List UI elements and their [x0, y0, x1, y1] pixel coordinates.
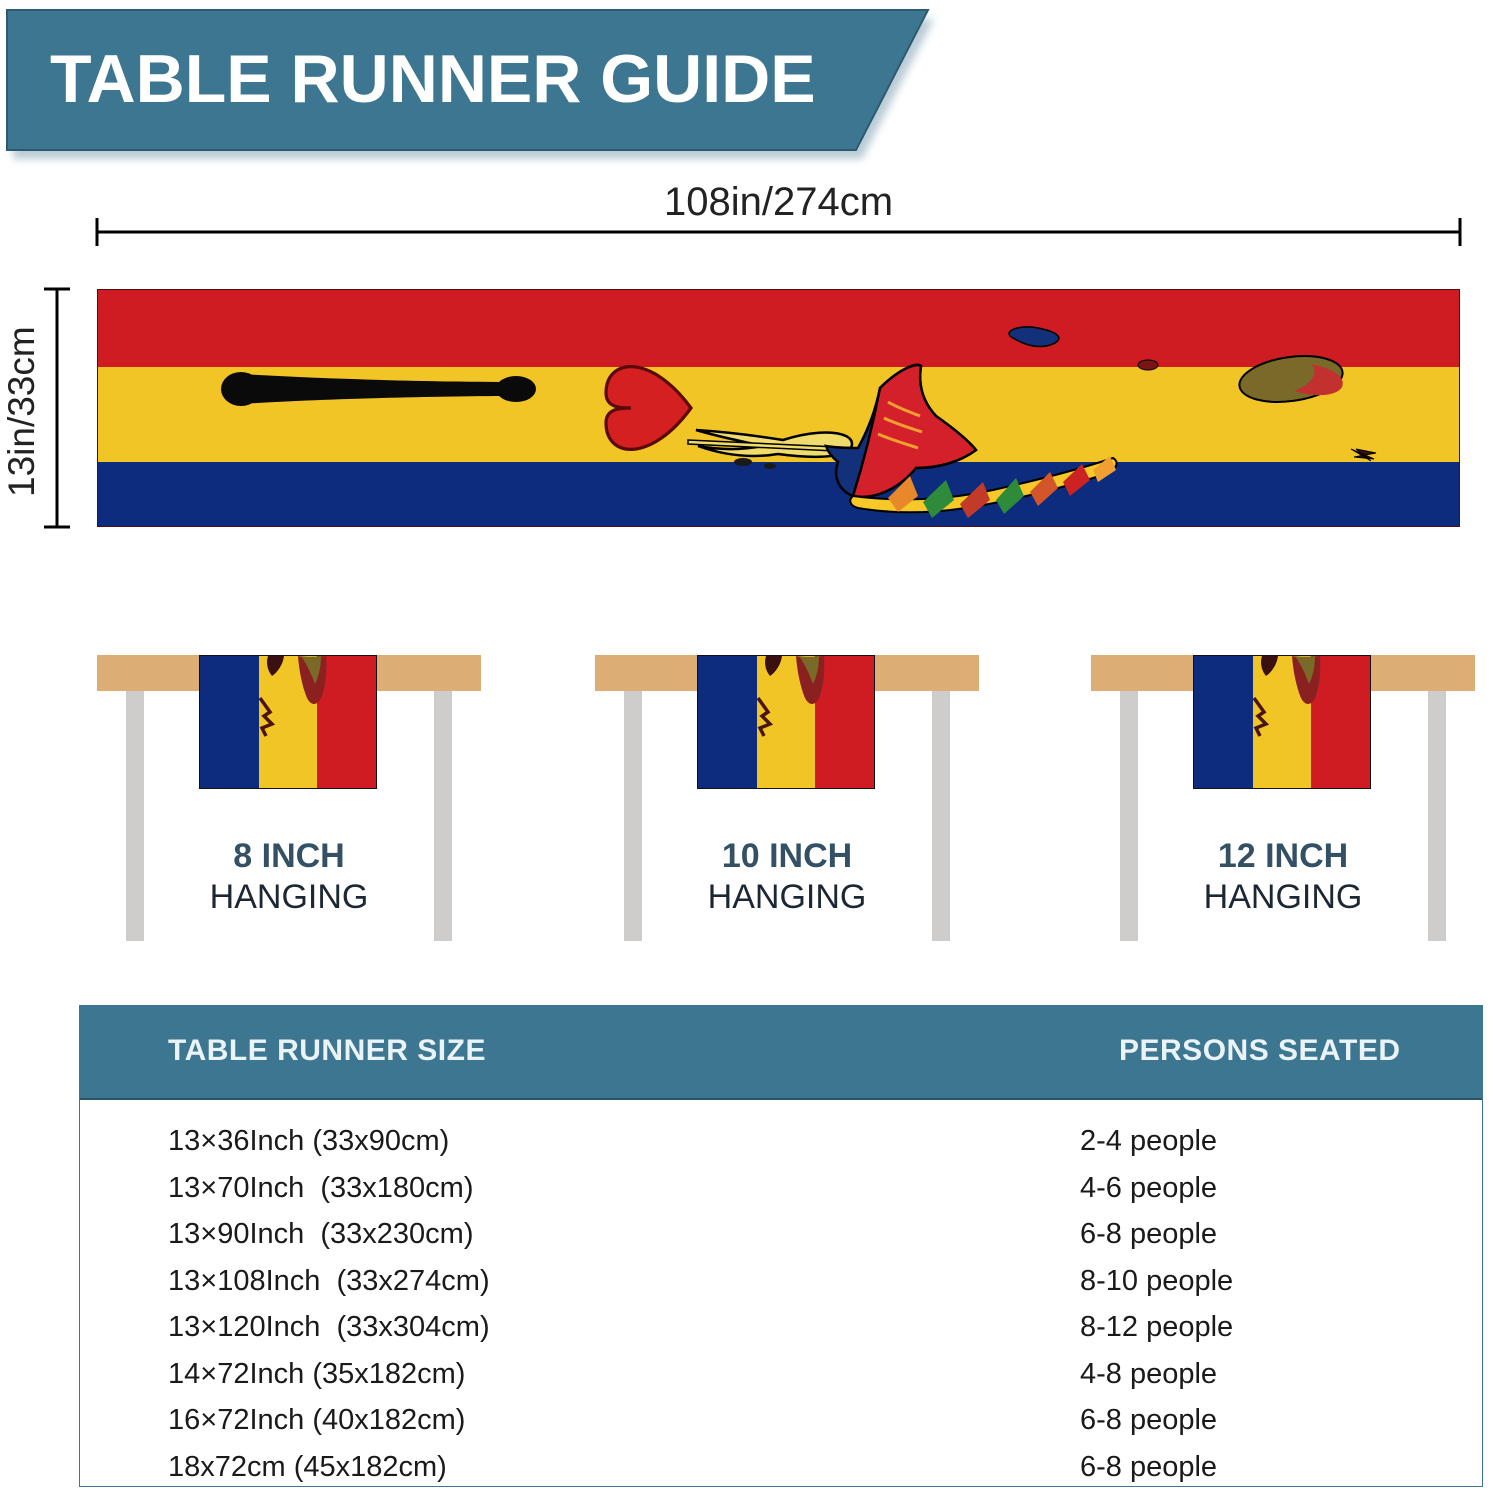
svg-text:13in/33cm: 13in/33cm [1, 326, 42, 497]
